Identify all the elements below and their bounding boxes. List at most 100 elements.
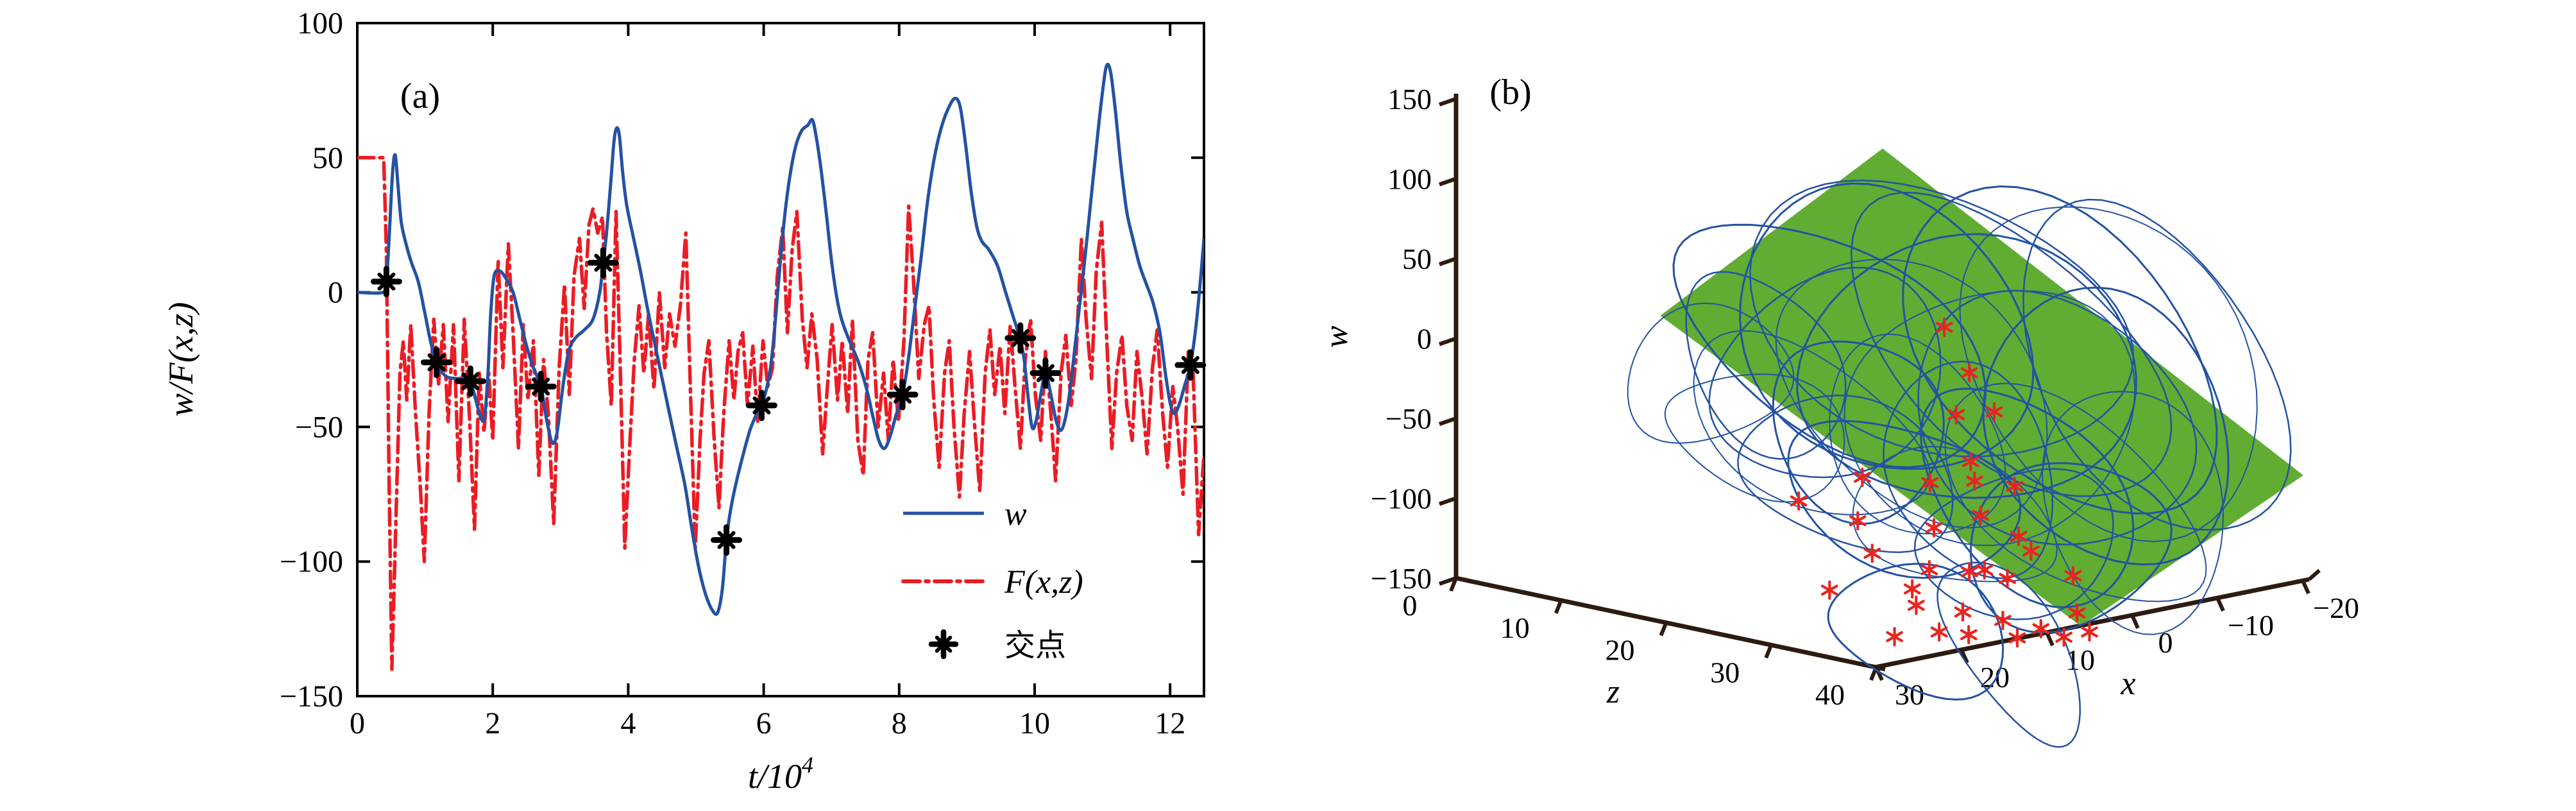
- x-axis-tick: [2045, 631, 2055, 647]
- star-arm: [2068, 607, 2086, 619]
- trajectory-loop: [1920, 388, 2135, 609]
- star-arm: [1960, 367, 1978, 379]
- w-tick-label: −150: [1371, 562, 1432, 595]
- z-axis-tick: [1659, 622, 1668, 636]
- trajectory-loop: [1685, 271, 1847, 460]
- star-marker: [1960, 625, 1978, 645]
- star-arm: [2081, 626, 2098, 638]
- star-marker: [1960, 363, 1978, 383]
- legend-label-F: F(x,z): [1004, 564, 1083, 601]
- z-tick-label: 0: [1403, 589, 1418, 622]
- intersection-marker: [745, 389, 777, 422]
- star-arm: [1947, 409, 1965, 420]
- star-arm: [1935, 321, 1953, 333]
- x-axis-tick: [2301, 579, 2310, 595]
- star-arm: [1972, 509, 1989, 521]
- w-axis-tick: [1439, 176, 1457, 187]
- star-marker: [2006, 477, 2024, 497]
- x-tick-label: 0: [2158, 626, 2173, 659]
- trajectory-loop: [1852, 445, 2058, 583]
- star-arm: [1920, 564, 1938, 576]
- x-axis-title: x: [2120, 665, 2135, 702]
- star-arm: [2055, 631, 2072, 643]
- star-arm: [2032, 623, 2050, 635]
- w-axis-tick: [1439, 257, 1457, 266]
- star-marker: [1921, 473, 1939, 493]
- trajectory-loop: [1749, 179, 2135, 457]
- star-arm: [1985, 406, 2003, 418]
- trajectory-loop: [1913, 468, 2114, 620]
- star-arm: [1994, 615, 2012, 626]
- star-arm: [1849, 515, 1867, 527]
- x-axis-tick: [2130, 614, 2140, 629]
- trajectory-loop: [1827, 563, 2004, 701]
- x-axis-line: [1874, 577, 2310, 670]
- intersection-marker: [525, 370, 557, 402]
- star-arm: [1966, 475, 1983, 487]
- star-arm: [1820, 585, 1838, 596]
- x-tick-label: 0: [350, 706, 365, 740]
- star-marker: [1907, 595, 1925, 615]
- trajectory-loop: [2022, 198, 2292, 531]
- series-F-curve: [357, 156, 1204, 671]
- star-arm: [1921, 477, 1939, 488]
- trajectory-loop: [1772, 340, 1945, 525]
- star-arm: [2006, 481, 2024, 492]
- legend-label-jiaodian: 交点: [1004, 629, 1066, 663]
- star-marker: [2081, 622, 2098, 642]
- x-tick-label: 4: [620, 706, 636, 740]
- w-tick-label: 0: [1417, 323, 1432, 355]
- star-marker: [2068, 603, 2086, 623]
- star-marker: [1854, 467, 1871, 487]
- trajectory-loop: [1902, 185, 2218, 515]
- star-marker: [1935, 317, 1953, 337]
- star-marker: [1954, 602, 1972, 622]
- intersection-marker: [1030, 357, 1062, 389]
- x-axis-tick: [1960, 649, 1969, 664]
- star-arm: [1999, 572, 2016, 585]
- z-axis-tick: [1764, 644, 1774, 659]
- w-tick-label: 50: [1402, 243, 1432, 275]
- x-tick-label: 12: [1155, 706, 1185, 740]
- star-marker: [2032, 619, 2050, 638]
- w-axis-tick: [1439, 416, 1457, 426]
- intersection-marker: [1174, 349, 1207, 381]
- star-arm: [1954, 606, 1972, 618]
- star-marker: [1972, 505, 1989, 525]
- legend-label-w: w: [1004, 496, 1027, 533]
- star-marker: [1886, 627, 1903, 647]
- star-arm: [1976, 564, 1994, 576]
- z-tick-label: 10: [1500, 611, 1530, 644]
- trajectory-loop: [1883, 361, 2054, 579]
- star-marker: [1920, 559, 1938, 580]
- trajectory-loop: [1936, 561, 2081, 748]
- z-tick-label: 40: [1815, 678, 1845, 711]
- intersection-marker: [587, 246, 619, 278]
- star-marker: [1820, 580, 1838, 600]
- z-axis-title: z: [1606, 674, 1620, 710]
- intersection-marker: [711, 524, 743, 556]
- x-axis-tick: [2216, 597, 2225, 612]
- y-tick-label: −150: [280, 679, 343, 713]
- w-axis-tick: [1439, 496, 1457, 506]
- trajectory-loop: [1843, 290, 2136, 547]
- star-marker: [1962, 452, 1979, 472]
- w-tick-label: 100: [1387, 163, 1432, 196]
- z-axis-line: [1455, 576, 1886, 672]
- star-arm: [1925, 522, 1943, 534]
- star-marker: [1849, 511, 1867, 531]
- trajectory-loop: [1787, 420, 2022, 579]
- trajectory-loop: [1739, 182, 2035, 470]
- trajectory-loops: [1627, 179, 2292, 748]
- star-markers: [1790, 317, 2098, 648]
- w-axis-tick: [1439, 336, 1457, 346]
- y-tick-label: 100: [297, 6, 343, 40]
- trajectory-loop: [2041, 391, 2224, 635]
- x-tick-label: 2: [485, 706, 500, 740]
- star-marker: [1976, 560, 1994, 580]
- x-axis-label: t/104: [748, 752, 813, 796]
- x-tick-label: 10: [2065, 644, 2095, 676]
